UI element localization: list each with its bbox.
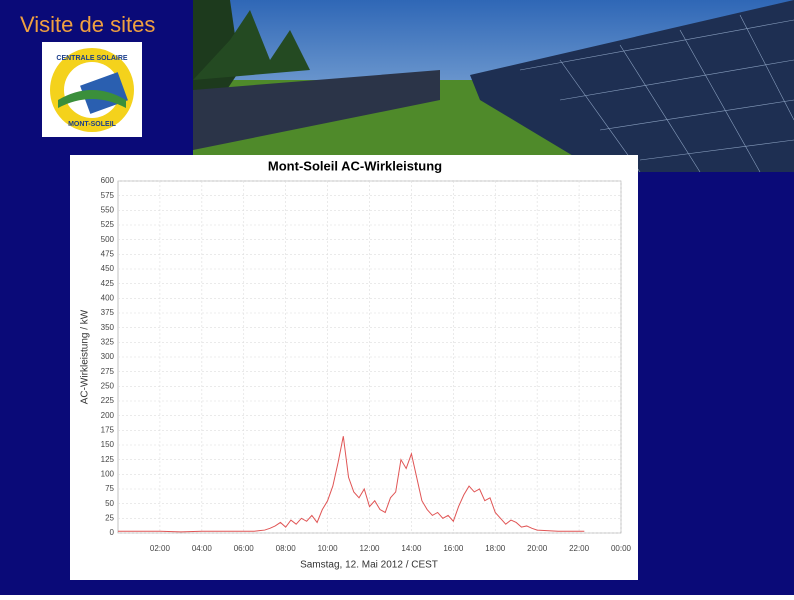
x-tick-label: 18:00 (485, 544, 506, 553)
x-tick-label: 12:00 (359, 544, 380, 553)
x-tick-label: 22:00 (569, 544, 590, 553)
y-tick-label: 475 (101, 249, 115, 258)
y-tick-label: 150 (101, 440, 115, 449)
x-tick-label: 14:00 (401, 544, 422, 553)
x-tick-label: 06:00 (234, 544, 255, 553)
y-tick-label: 500 (101, 235, 115, 244)
y-tick-label: 125 (101, 455, 115, 464)
y-tick-label: 25 (105, 513, 114, 522)
y-tick-label: 425 (101, 279, 115, 288)
y-tick-label: 50 (105, 499, 114, 508)
chart-title: Mont-Soleil AC-Wirkleistung (268, 158, 442, 173)
y-tick-label: 450 (101, 264, 115, 273)
x-tick-label: 04:00 (192, 544, 213, 553)
photo (193, 0, 794, 173)
y-tick-label: 600 (101, 176, 115, 185)
y-tick-label: 200 (101, 411, 115, 420)
y-tick-label: 275 (101, 367, 115, 376)
logo-top: CENTRALE SOLAIRE (56, 55, 128, 62)
y-tick-label: 175 (101, 425, 115, 434)
y-tick-label: 550 (101, 205, 115, 214)
y-tick-label: 350 (101, 323, 115, 332)
x-tick-label: 10:00 (318, 544, 339, 553)
x-tick-label: 20:00 (527, 544, 548, 553)
data-line (118, 436, 585, 533)
y-tick-label: 375 (101, 308, 115, 317)
y-tick-label: 100 (101, 469, 115, 478)
y-tick-label: 325 (101, 337, 115, 346)
y-axis-label: AC-Wirkleistung / kW (80, 309, 91, 404)
y-tick-label: 525 (101, 220, 115, 229)
y-tick-label: 250 (101, 381, 115, 390)
x-axis-label: Samstag, 12. Mai 2012 / CEST (300, 560, 438, 571)
y-tick-label: 575 (101, 191, 115, 200)
logo-bottom: MONT-SOLEIL (68, 121, 117, 128)
y-tick-label: 0 (110, 528, 115, 537)
x-tick-label: 02:00 (150, 544, 171, 553)
chart: Mont-Soleil AC-Wirkleistung AC-Wirkleist… (70, 155, 638, 580)
y-tick-label: 400 (101, 293, 115, 302)
x-tick-label: 08:00 (276, 544, 297, 553)
y-tick-label: 300 (101, 352, 115, 361)
slide-title: Visite de sites (20, 12, 155, 37)
logo: CENTRALE SOLAIRE MONT-SOLEIL (42, 42, 142, 137)
x-tick-label: 16:00 (443, 544, 464, 553)
y-tick-label: 75 (105, 484, 114, 493)
y-tick-label: 225 (101, 396, 115, 405)
x-tick-label: 00:00 (611, 544, 632, 553)
